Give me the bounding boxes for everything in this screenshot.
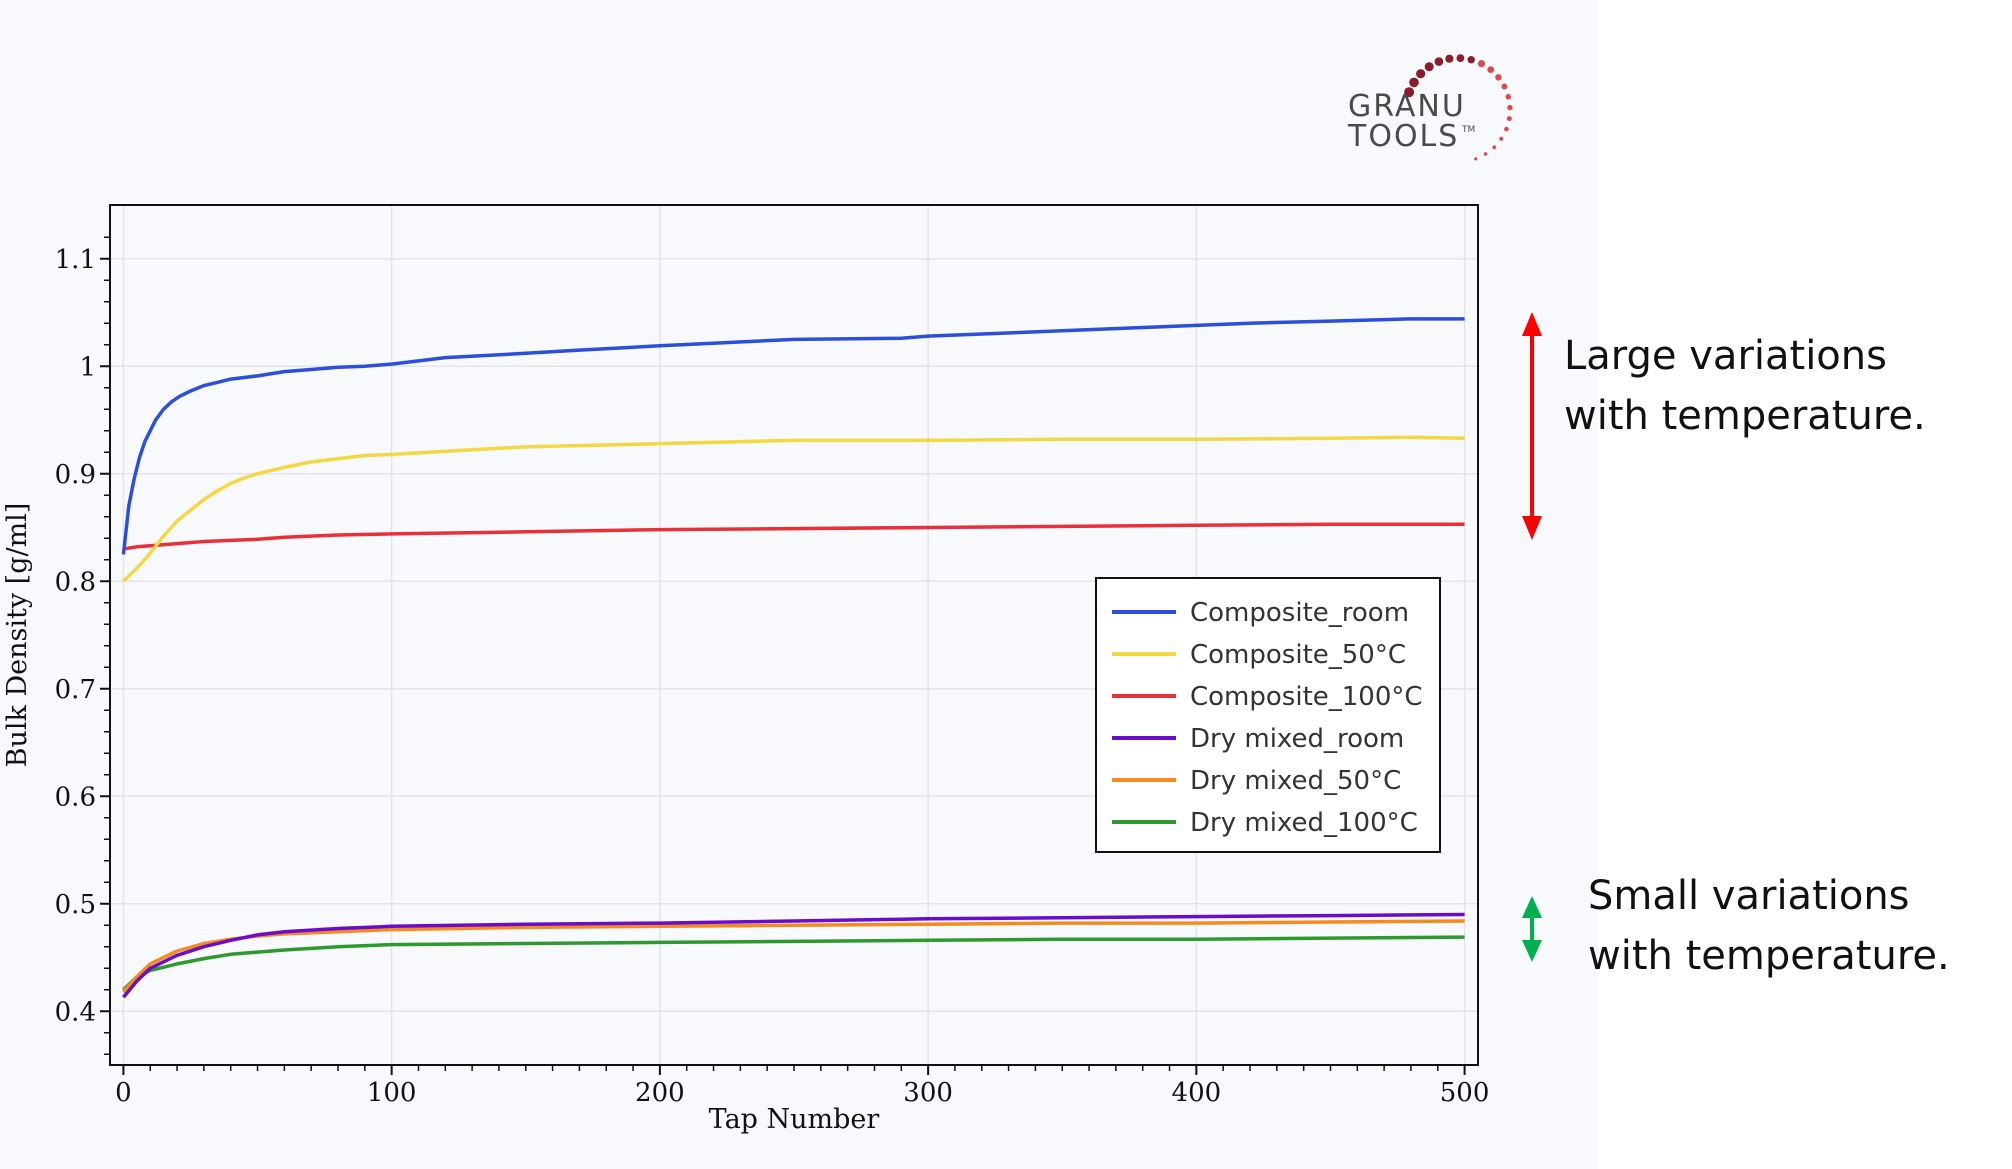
arrow-head-down: [1522, 940, 1542, 962]
arrow-head-down: [1522, 516, 1542, 540]
logo-dot: [1424, 62, 1434, 72]
logo-dot: [1445, 54, 1454, 63]
y-tick-label: 0.7: [55, 675, 96, 705]
logo-dot: [1487, 66, 1495, 73]
logo-dot: [1492, 145, 1497, 150]
logo-dot: [1467, 56, 1475, 64]
series-lines: [121, 317, 1465, 999]
arrow-head-up: [1522, 312, 1542, 336]
logo-dot: [1507, 104, 1513, 111]
large-variation-arrow: [1522, 312, 1542, 540]
legend-label: Dry mixed_50°C: [1190, 766, 1401, 796]
logo-dot: [1434, 57, 1444, 66]
logo-dot: [1483, 152, 1488, 156]
y-tick-label: 1.1: [55, 245, 96, 275]
y-axis-title: Bulk Density [g/ml]: [2, 503, 33, 768]
y-tick-label: 0.8: [55, 567, 96, 597]
legend-label: Composite_100°C: [1190, 682, 1423, 712]
logo-dot: [1506, 116, 1512, 122]
series-line-2: [122, 435, 1465, 583]
y-tick-label: 0.4: [55, 997, 96, 1027]
y-tick-label: 1: [79, 352, 96, 382]
logo-dot: [1456, 54, 1465, 62]
logo-dot: [1477, 60, 1486, 68]
x-tick-label: 400: [1172, 1078, 1222, 1108]
legend-label: Composite_room: [1190, 598, 1409, 628]
x-tick-label: 300: [903, 1078, 953, 1108]
legend: Composite_room Composite_50°C Composite_10…: [1095, 577, 1441, 853]
x-tick-label: 100: [367, 1078, 417, 1108]
logo-dot: [1404, 87, 1415, 98]
series-line-1: [121, 317, 1465, 555]
logo-dot: [1499, 136, 1504, 141]
y-tick-label: 0.5: [55, 890, 96, 920]
series-line-6: [122, 935, 1465, 992]
arrow-head-up: [1522, 896, 1542, 918]
x-axis-title: Tap Number: [709, 1104, 880, 1135]
logo-text-line2: TOOLS: [1347, 119, 1459, 154]
annotation-large-variations: Large variations with temperature.: [1564, 333, 1926, 439]
logo-dot: [1495, 74, 1502, 81]
series-line-3: [123, 522, 1465, 551]
legend-label: Composite_50°C: [1190, 640, 1406, 670]
granutools-logo: GRANU TOOLS TM: [1347, 54, 1513, 161]
legend-label: Dry mixed_100°C: [1190, 808, 1418, 838]
logo-dot: [1416, 69, 1426, 79]
series-line-4: [122, 912, 1465, 999]
y-tick-label: 0.9: [55, 460, 96, 490]
annotation-small-variations: Small variations with temperature.: [1588, 873, 1950, 979]
logo-text-line1: GRANU: [1348, 89, 1466, 124]
x-tick-label: 0: [115, 1078, 132, 1108]
logo-dot: [1505, 94, 1512, 100]
legend-label: Dry mixed_room: [1190, 724, 1404, 754]
x-tick-label: 500: [1440, 1078, 1490, 1108]
axis-ticks: 0 100 200 300 400 500 0.4 0.5 0.6 0.7 0.8 0.9 1 1.1: [55, 236, 1490, 1108]
small-variation-arrow: [1522, 896, 1542, 962]
y-tick-label: 0.6: [55, 782, 96, 812]
logo-tm: TM: [1461, 125, 1475, 135]
series-line-5: [122, 919, 1465, 994]
legend-box: [1095, 577, 1441, 853]
logo-dot: [1501, 83, 1508, 90]
logo-dot: [1474, 157, 1478, 161]
logo-dot: [1409, 77, 1419, 88]
x-tick-label: 200: [635, 1078, 685, 1108]
logo-dot: [1504, 126, 1509, 132]
